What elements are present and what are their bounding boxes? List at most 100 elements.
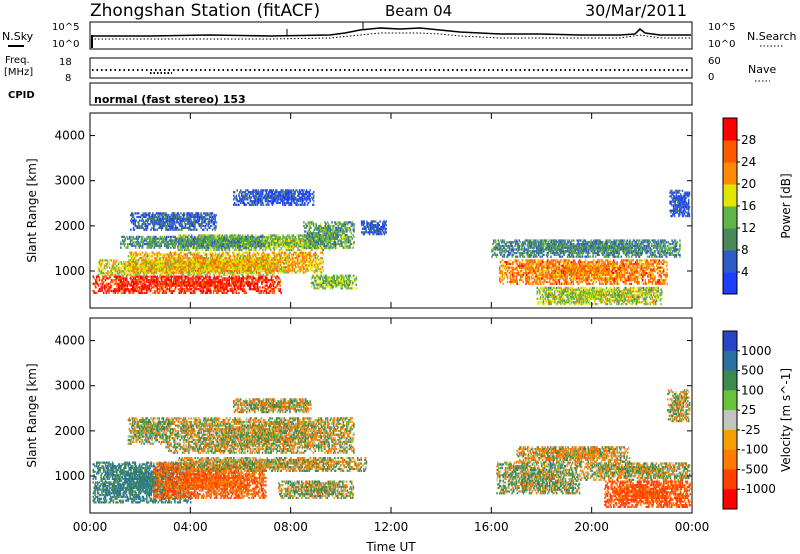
power-echo-cell	[148, 257, 151, 260]
power-echo-cell	[167, 235, 169, 238]
power-echo-cell	[272, 279, 274, 282]
power-echo-cell	[107, 270, 109, 273]
power-echo-cell	[147, 260, 150, 263]
power-echo-cell	[193, 262, 195, 265]
power-echo-cell	[228, 280, 231, 284]
power-echo-cell	[159, 257, 161, 260]
power-echo-cell	[235, 257, 238, 260]
power-echo-cell	[135, 259, 137, 262]
power-echo-cell	[202, 279, 204, 282]
power-echo-cell	[130, 261, 133, 264]
power-echo-cell	[121, 282, 123, 285]
power-echo-cell	[184, 239, 186, 242]
power-echo-cell	[248, 262, 251, 265]
power-echo-cell	[142, 235, 144, 238]
power-echo-cell	[167, 282, 169, 285]
power-echo-cell	[151, 286, 153, 289]
power-echo-cell	[205, 284, 208, 287]
power-echo-cell	[141, 260, 144, 263]
power-echo-cell	[217, 257, 219, 260]
power-echo-cell	[180, 280, 182, 284]
power-echo-cell	[196, 245, 198, 248]
power-echo-cell	[211, 260, 214, 263]
power-echo-cell	[158, 246, 161, 249]
power-echo-cell	[304, 253, 306, 256]
power-echo-cell	[191, 280, 194, 284]
power-echo-cell	[101, 268, 103, 271]
power-echo-cell	[164, 239, 167, 242]
power-echo-cell	[165, 267, 167, 270]
power-echo-cell	[187, 246, 190, 249]
power-echo-cell	[126, 270, 128, 273]
power-echo-cell	[240, 279, 243, 282]
power-echo-cell	[291, 241, 294, 244]
power-echo-cell	[180, 273, 183, 276]
power-echo-cell	[209, 275, 211, 278]
power-echo-cell	[137, 273, 139, 276]
power-echo-cell	[146, 264, 148, 267]
power-echo-cell	[262, 234, 264, 237]
power-echo-cell	[211, 243, 213, 246]
power-echo-cell	[190, 279, 193, 282]
power-echo-cell	[236, 271, 238, 274]
power-echo-cell	[259, 261, 262, 264]
power-echo-cell	[161, 253, 163, 256]
power-echo-cell	[146, 267, 149, 270]
power-echo-cell	[156, 258, 159, 261]
power-echo-cell	[221, 234, 224, 237]
power-echo-cell	[136, 267, 138, 270]
power-echo-cell	[213, 279, 216, 282]
power-echo-cell	[263, 241, 266, 244]
power-echo-cell	[154, 282, 156, 285]
power-echo-cell	[231, 238, 233, 241]
power-echo-cell	[263, 258, 266, 261]
power-echo-cell	[132, 286, 134, 289]
power-echo-cell	[219, 264, 222, 267]
power-echo-cell	[234, 247, 237, 250]
power-echo-cell	[312, 266, 314, 269]
power-echo-cell	[214, 270, 216, 273]
power-echo-cell	[124, 288, 126, 291]
power-echo-cell	[197, 260, 200, 263]
power-echo-cell	[186, 273, 188, 276]
power-echo-cell	[154, 271, 157, 274]
power-echo-cell	[132, 282, 135, 285]
power-echo-cell	[217, 258, 219, 261]
power-echo-cell	[150, 255, 152, 258]
power-echo-cell	[129, 264, 131, 267]
power-echo-cell	[204, 286, 206, 289]
power-echo-cell	[217, 277, 219, 280]
power-echo-cell	[183, 289, 186, 293]
power-echo-cell	[132, 253, 135, 256]
power-echo-cell	[229, 258, 231, 261]
power-echo-cell	[149, 239, 152, 242]
power-echo-cell	[218, 273, 221, 276]
power-echo-cell	[174, 277, 176, 280]
power-echo-cell	[227, 236, 230, 239]
power-echo-cell	[174, 244, 176, 247]
power-echo-cell	[312, 269, 315, 272]
power-echo-cell	[212, 238, 215, 241]
power-echo-cell	[258, 279, 260, 282]
power-echo-cell	[155, 243, 157, 246]
power-echo-cell	[117, 291, 119, 294]
power-echo-cell	[163, 267, 166, 270]
power-echo-cell	[242, 270, 244, 273]
power-echo-cell	[248, 251, 251, 254]
power-echo-cell	[159, 282, 161, 285]
power-echo-cell	[308, 253, 310, 256]
power-echo-cell	[278, 260, 281, 263]
power-echo-cell	[236, 267, 238, 270]
power-echo-cell	[176, 264, 179, 267]
power-echo-cell	[170, 264, 173, 267]
power-echo-cell	[220, 264, 223, 267]
power-echo-cell	[255, 262, 258, 265]
power-echo-cell	[149, 260, 152, 263]
power-echo-cell	[262, 241, 264, 244]
power-echo-cell	[285, 238, 288, 241]
power-echo-cell	[172, 235, 175, 238]
power-echo-cell	[262, 291, 265, 294]
power-echo-cell	[193, 273, 195, 276]
power-echo-cell	[195, 247, 197, 250]
power-echo-cell	[309, 260, 311, 263]
